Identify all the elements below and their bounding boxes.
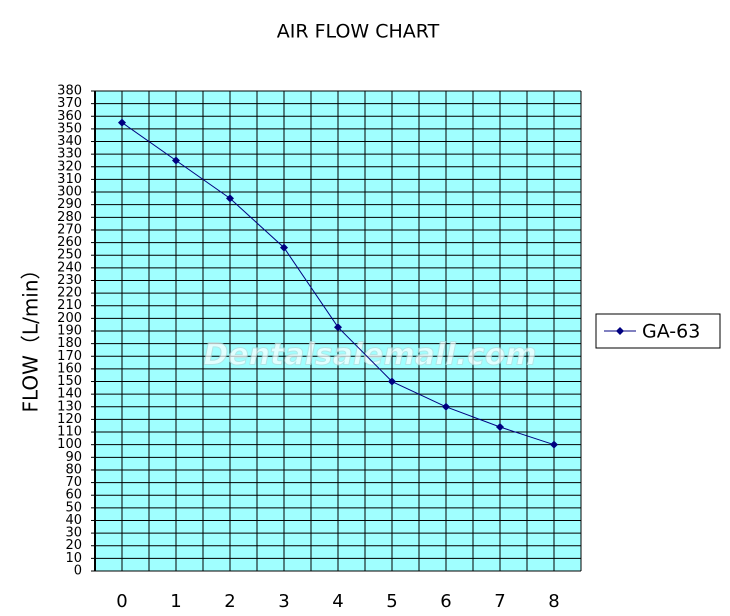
y-axis-label: FLOW（L/min） xyxy=(19,259,43,412)
y-tick-label: 140 xyxy=(57,387,82,402)
legend-label: GA-63 xyxy=(642,321,700,343)
y-tick-label: 90 xyxy=(65,450,82,465)
x-tick-label: 2 xyxy=(224,591,235,612)
y-tick-label: 230 xyxy=(57,273,82,288)
x-tick-label: 5 xyxy=(386,591,397,612)
y-tick-label: 100 xyxy=(57,437,82,452)
y-tick-label: 350 xyxy=(57,121,82,136)
y-tick-label: 220 xyxy=(57,286,82,301)
data-point xyxy=(388,377,396,386)
y-tick-label: 210 xyxy=(57,298,82,313)
y-tick-label: 180 xyxy=(57,336,82,351)
y-tick-label: 0 xyxy=(74,564,82,579)
chart-title: AIR FLOW CHART xyxy=(277,21,440,43)
data-point xyxy=(226,194,234,203)
y-tick-label: 20 xyxy=(65,538,82,553)
y-tick-label: 130 xyxy=(57,399,82,414)
data-point xyxy=(280,243,288,252)
x-tick-label: 1 xyxy=(170,591,181,612)
y-tick-label: 380 xyxy=(57,84,82,99)
x-tick-label: 7 xyxy=(494,591,505,612)
data-point xyxy=(442,402,450,411)
x-tick-label: 8 xyxy=(548,591,559,612)
y-tick-label: 190 xyxy=(57,324,82,339)
y-tick-label: 310 xyxy=(57,172,82,187)
data-point xyxy=(172,156,180,165)
data-point xyxy=(118,118,126,127)
y-tick-label: 300 xyxy=(57,185,82,200)
y-tick-label: 60 xyxy=(65,488,82,503)
y-tick-label: 370 xyxy=(57,96,82,111)
y-tick-label: 280 xyxy=(57,210,82,225)
y-tick-label: 340 xyxy=(57,134,82,149)
watermark: Dentalsalemall.com xyxy=(203,338,536,373)
y-tick-label: 110 xyxy=(57,425,82,440)
x-tick-label: 0 xyxy=(116,591,127,612)
y-tick-label: 330 xyxy=(57,147,82,162)
y-tick-label: 10 xyxy=(65,551,82,566)
x-tick-label: 6 xyxy=(440,591,451,612)
y-tick-label: 160 xyxy=(57,361,82,376)
y-tick-label: 320 xyxy=(57,159,82,174)
y-tick-label: 150 xyxy=(57,374,82,389)
y-tick-label: 170 xyxy=(57,349,82,364)
y-tick-label: 290 xyxy=(57,197,82,212)
y-tick-label: 360 xyxy=(57,109,82,124)
y-tick-label: 40 xyxy=(65,513,82,528)
y-tick-label: 120 xyxy=(57,412,82,427)
y-tick-label: 260 xyxy=(57,235,82,250)
y-tick-label: 50 xyxy=(65,500,82,515)
y-tick-label: 30 xyxy=(65,526,82,541)
data-point xyxy=(496,423,504,431)
legend-marker xyxy=(616,327,624,335)
y-tick-label: 240 xyxy=(57,260,82,275)
y-tick-label: 270 xyxy=(57,222,82,237)
y-tick-label: 70 xyxy=(65,475,82,490)
data-point xyxy=(334,323,342,332)
y-tick-label: 80 xyxy=(65,462,82,477)
y-tick-label: 250 xyxy=(57,248,82,263)
x-tick-label: 4 xyxy=(332,591,343,612)
y-tick-label: 200 xyxy=(57,311,82,326)
data-point xyxy=(550,440,558,449)
x-tick-label: 3 xyxy=(278,591,289,612)
